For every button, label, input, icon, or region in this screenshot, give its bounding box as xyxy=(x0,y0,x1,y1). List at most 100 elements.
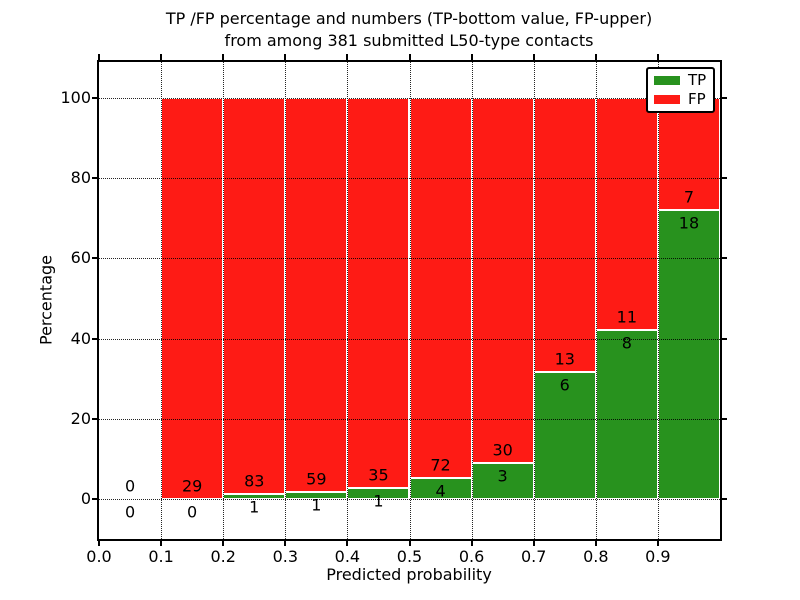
legend-label: TP xyxy=(688,71,707,89)
gridline-vertical xyxy=(161,62,163,539)
y-tick-label: 80 xyxy=(70,168,91,188)
tp-count-label: 0 xyxy=(187,502,198,522)
x-tick-bottom xyxy=(594,541,597,546)
x-tick-bottom xyxy=(532,541,535,546)
y-tick-label: 20 xyxy=(70,408,91,428)
y-tick-label: 100 xyxy=(60,88,91,107)
y-tick-right xyxy=(722,417,727,420)
bar-segment-fp xyxy=(223,98,286,495)
bar-segment-tp xyxy=(595,330,658,499)
fp-count-label: 29 xyxy=(181,476,203,496)
x-tick-top xyxy=(98,54,100,60)
legend-label: FP xyxy=(688,90,706,108)
x-tick-label: 0.8 xyxy=(583,547,609,566)
x-tick-bottom xyxy=(408,541,411,546)
tp-count-label: 6 xyxy=(559,375,570,395)
x-tick-bottom xyxy=(346,541,349,546)
x-tick-label: 0.9 xyxy=(645,547,671,566)
tp-count-label: 8 xyxy=(621,333,632,353)
tp-count-label: 18 xyxy=(678,213,700,233)
x-tick-label: 0.3 xyxy=(272,547,299,566)
tp-count-label: 1 xyxy=(249,497,260,517)
x-tick-top xyxy=(532,54,535,60)
bar-segment-tp xyxy=(533,372,596,499)
y-tick-left xyxy=(92,417,97,420)
x-tick-top xyxy=(470,54,473,60)
x-tick-bottom xyxy=(284,541,287,546)
plot-area: 0 0 29 0 83 1 59 1 35 1 72 4 30 3 13 6 11 8 7 18 xyxy=(99,62,720,539)
x-tick-top xyxy=(160,54,163,60)
gridline-vertical xyxy=(595,62,597,539)
tp-count-label: 1 xyxy=(311,495,322,515)
legend: TP FP xyxy=(646,67,715,113)
y-tick-label: 0 xyxy=(80,489,91,508)
fp-count-label: 72 xyxy=(430,455,451,475)
gridline-vertical xyxy=(657,62,659,539)
legend-swatch-fp-icon xyxy=(654,95,680,104)
y-tick-left xyxy=(92,337,97,340)
x-tick-top xyxy=(656,54,659,60)
y-tick-right xyxy=(722,337,727,340)
fp-count-label: 7 xyxy=(683,187,695,207)
y-tick-right xyxy=(722,257,727,260)
bar-segment-fp xyxy=(595,98,658,331)
fp-count-label: 30 xyxy=(492,440,513,460)
x-tick-bottom xyxy=(160,541,163,546)
y-tick-left xyxy=(92,97,97,99)
fp-count-label: 59 xyxy=(306,469,327,489)
gridline-vertical xyxy=(471,62,473,539)
x-tick-bottom xyxy=(98,541,100,546)
fp-count-label: 83 xyxy=(244,471,265,491)
gridline-vertical xyxy=(223,62,225,539)
x-tick-top xyxy=(284,54,287,60)
gridline-vertical xyxy=(285,62,287,539)
y-tick-left xyxy=(92,498,97,500)
x-tick-label: 0.1 xyxy=(148,547,174,566)
x-tick-top xyxy=(594,54,597,60)
x-tick-label: 0.0 xyxy=(86,547,112,566)
gridline-vertical xyxy=(347,62,349,539)
y-tick-right xyxy=(722,177,727,180)
x-tick-label: 0.5 xyxy=(396,547,423,566)
x-tick-label: 0.7 xyxy=(520,547,547,566)
legend-item: TP xyxy=(654,73,707,88)
y-tick-left xyxy=(92,257,97,260)
x-tick-bottom xyxy=(656,541,659,546)
tp-count-label: 0 xyxy=(124,502,136,522)
bar-segment-fp xyxy=(161,98,224,499)
bar-segment-fp xyxy=(471,98,534,463)
tp-count-label: 3 xyxy=(497,466,508,486)
bar-segment-fp xyxy=(347,98,410,488)
tp-count-label: 4 xyxy=(435,481,446,501)
y-tick-left xyxy=(92,177,97,180)
fp-count-label: 11 xyxy=(616,307,638,327)
x-tick-label: 0.2 xyxy=(210,547,236,566)
bar-segment-tp xyxy=(657,210,720,499)
bar-segment-fp xyxy=(533,98,596,373)
chart-title-line2: from among 381 submitted L50-type contac… xyxy=(224,31,594,50)
gridline-vertical xyxy=(533,62,535,539)
bar-segment-fp xyxy=(285,98,348,493)
fp-count-label: 35 xyxy=(368,465,389,485)
x-tick-top xyxy=(222,54,225,60)
x-tick-top xyxy=(408,54,411,60)
x-tick-label: 0.4 xyxy=(334,547,361,566)
bar-segment-fp xyxy=(409,98,472,478)
gridline-vertical xyxy=(409,62,411,539)
y-tick-label: 40 xyxy=(70,328,91,348)
y-tick-label: 60 xyxy=(70,248,91,268)
bar-segment-fp xyxy=(657,98,720,211)
x-axis-label: Predicted probability xyxy=(326,565,492,584)
y-tick-right xyxy=(722,498,727,500)
legend-swatch-tp-icon xyxy=(654,76,680,85)
x-tick-bottom xyxy=(470,541,473,546)
x-tick-label: 0.6 xyxy=(458,547,485,566)
y-tick-right xyxy=(722,97,727,99)
x-tick-bottom xyxy=(222,541,225,546)
tp-count-label: 1 xyxy=(373,491,384,511)
legend-item: FP xyxy=(654,92,707,107)
fp-count-label: 13 xyxy=(554,349,575,369)
fp-count-label: 0 xyxy=(124,476,136,496)
chart-title-line1: TP /FP percentage and numbers (TP-bottom… xyxy=(165,9,653,28)
